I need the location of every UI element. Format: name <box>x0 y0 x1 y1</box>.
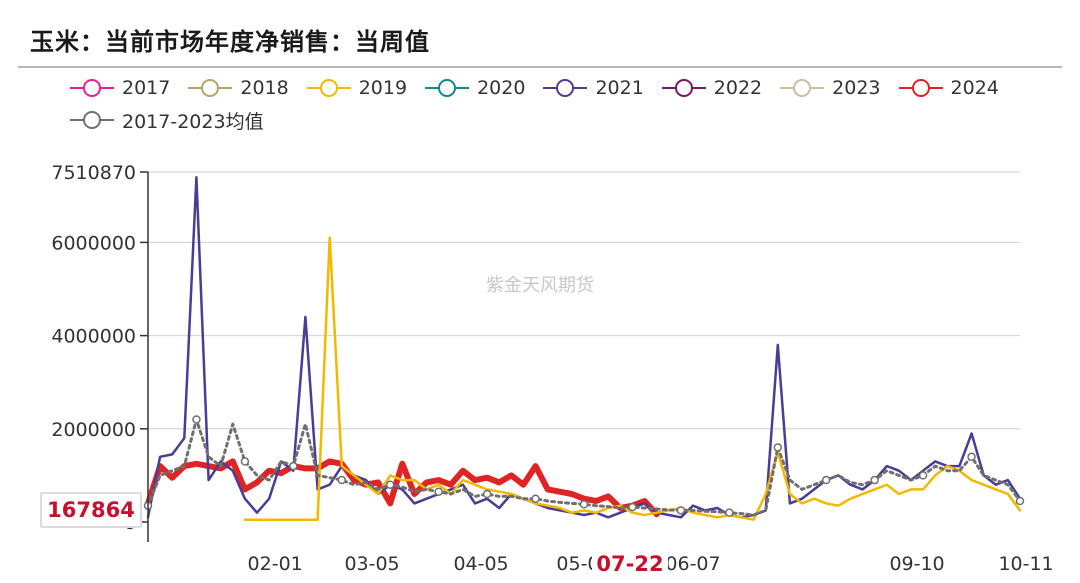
legend-item-2022[interactable]: 2022 <box>660 72 762 104</box>
cursor-x-label: 07-22 <box>592 550 668 578</box>
data-point-2017-2023- <box>918 471 928 480</box>
x-tick-label: 06-07 <box>665 553 720 575</box>
title-divider <box>18 66 1062 68</box>
x-tick-label: 10-11 <box>998 553 1053 575</box>
legend-marker-icon <box>661 79 706 97</box>
y-axis-ticks: 02000000400000060000007510870 <box>51 162 148 534</box>
legend-label: 2024 <box>950 77 999 99</box>
data-point-2017-2023- <box>482 489 492 499</box>
y-tick-label: 4000000 <box>51 326 136 348</box>
legend-marker-icon <box>780 79 825 97</box>
data-point-2017-2023- <box>240 457 250 466</box>
legend-item-2019[interactable]: 2019 <box>305 72 407 104</box>
x-tick-label: 03-05 <box>344 553 399 575</box>
data-point-2017-2023- <box>531 494 540 503</box>
legend-marker-icon <box>898 79 943 97</box>
legend-marker-icon <box>425 79 470 97</box>
series-line-2019 <box>243 236 1022 521</box>
legend-marker-icon <box>306 79 351 97</box>
data-point-2017-2023- <box>773 443 783 452</box>
legend-item-2020[interactable]: 2020 <box>423 72 525 104</box>
chart-title: 玉米：当前市场年度净销售：当周值 <box>30 28 430 56</box>
data-point-2017-2023- <box>725 508 734 517</box>
legend-item-2017-2023-[interactable]: 2017-2023均值 <box>68 104 264 136</box>
data-point-2017-2023- <box>821 475 831 485</box>
series-line-2024 <box>145 458 660 518</box>
series-line-2021 <box>146 175 1022 519</box>
legend-item-2023[interactable]: 2023 <box>778 72 881 104</box>
data-point-2017-2023- <box>192 415 201 424</box>
legend-marker-icon <box>543 79 588 97</box>
legend-label: 2017 <box>122 77 171 99</box>
data-point-2017-2023- <box>628 502 637 512</box>
data-point-2017-2023- <box>579 500 589 509</box>
legend-marker-icon <box>70 111 114 129</box>
x-tick-label: 02-01 <box>248 553 303 575</box>
data-point-2017-2023- <box>434 487 443 496</box>
data-point-2017-2023- <box>385 480 395 489</box>
legend-item-2021[interactable]: 2021 <box>541 72 644 104</box>
legend-label: 2018 <box>240 77 289 99</box>
current-value-label: 167864 <box>40 492 142 528</box>
grid-lines <box>148 171 1020 430</box>
legend-label: 2023 <box>832 77 881 99</box>
data-point-2017-2023- <box>870 475 879 485</box>
legend-marker-icon <box>70 79 114 97</box>
legend-label: 2021 <box>595 77 644 99</box>
data-point-2017-2023- <box>337 475 347 485</box>
data-point-2017-2023- <box>289 461 298 471</box>
y-tick-label: 2000000 <box>51 419 136 441</box>
legend-label: 2019 <box>358 77 408 99</box>
legend-item-2018[interactable]: 2018 <box>186 72 289 104</box>
series-lines <box>143 175 1025 521</box>
legend-item-2024[interactable]: 2024 <box>897 72 999 104</box>
legend-marker-icon <box>188 79 233 97</box>
legend-item-2017[interactable]: 2017 <box>68 72 170 104</box>
legend-label: 2020 <box>477 77 526 99</box>
y-tick-label: 6000000 <box>51 232 136 254</box>
data-point-2017-2023- <box>676 506 686 515</box>
legend-label: 2022 <box>713 77 763 99</box>
x-tick-label: 04-05 <box>453 553 508 575</box>
x-tick-label: 09-10 <box>889 553 944 575</box>
data-point-2017-2023- <box>1015 496 1025 506</box>
chart-legend[interactable]: 2017 2018 2019 2020 2021 2022 2023 2024 2017-202… <box>68 72 1028 136</box>
data-point-2017-2023- <box>967 452 976 462</box>
legend-label: 2017-2023均值 <box>122 110 264 133</box>
watermark: 紫金天风期货 <box>486 275 594 296</box>
y-tick-label: 7510870 <box>51 162 136 184</box>
